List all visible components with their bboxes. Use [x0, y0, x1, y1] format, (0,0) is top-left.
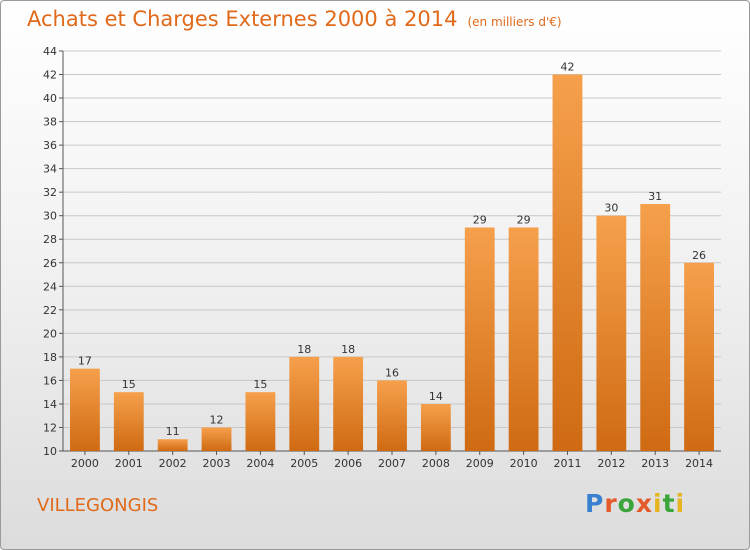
x-tick-label: 2010 [510, 457, 538, 470]
bar-2009 [464, 227, 495, 451]
bar-2012 [596, 215, 627, 451]
x-tick-label: 2008 [422, 457, 450, 470]
data-label: 17 [78, 355, 92, 368]
x-tick-label: 2011 [553, 457, 581, 470]
data-label: 42 [560, 61, 574, 74]
y-tick-label: 40 [43, 92, 57, 105]
bar-2002 [157, 439, 188, 451]
data-label: 12 [210, 413, 224, 426]
data-label: 18 [341, 343, 355, 356]
x-tick-label: 2009 [466, 457, 494, 470]
proxiti-logo: Proxiti [585, 489, 686, 518]
y-tick-label: 34 [43, 163, 57, 176]
labels: 17 2000 15 2001 11 2002 12 2003 15 2004 18 2005 18 20… [71, 61, 713, 470]
x-tick-label: 2007 [378, 457, 406, 470]
y-tick-label: 24 [43, 280, 57, 293]
data-label: 14 [429, 390, 443, 403]
y-tick-label: 18 [43, 351, 57, 364]
y-tick-label: 26 [43, 257, 57, 270]
x-tick-label: 2000 [71, 457, 99, 470]
y-tick-label: 30 [43, 210, 57, 223]
y-tick-label: 10 [43, 445, 57, 458]
data-label: 31 [648, 190, 662, 203]
x-tick-label: 2006 [334, 457, 362, 470]
y-tick-label: 20 [43, 327, 57, 340]
x-tick-label: 2004 [246, 457, 274, 470]
data-label: 29 [473, 213, 487, 226]
y-tick-label: 28 [43, 233, 57, 246]
chart-title-block: Achats et Charges Externes 2000 à 2014 (e… [27, 7, 562, 31]
y-tick-label: 12 [43, 421, 57, 434]
chart-title: Achats et Charges Externes 2000 à 2014 [27, 7, 458, 31]
y-tick-label: 14 [43, 398, 57, 411]
bar-2007 [377, 380, 407, 451]
bar-2000 [70, 368, 100, 451]
commune-name: VILLEGONGIS [37, 495, 159, 516]
y-tick-label: 16 [43, 374, 57, 387]
data-label: 30 [604, 202, 618, 215]
x-tick-label: 2014 [685, 457, 713, 470]
y-tick-label: 44 [43, 45, 57, 58]
data-label: 26 [692, 249, 706, 262]
bar-2011 [552, 74, 583, 451]
data-label: 18 [297, 343, 311, 356]
data-label: 11 [166, 425, 180, 438]
x-tick-label: 2001 [115, 457, 143, 470]
x-tick-label: 2012 [597, 457, 625, 470]
bar-2014 [684, 262, 714, 451]
x-tick-label: 2002 [159, 457, 187, 470]
data-label: 29 [517, 213, 531, 226]
data-label: 15 [122, 378, 136, 391]
y-tick-label: 22 [43, 304, 57, 317]
bars [70, 74, 714, 451]
y-tick-label: 38 [43, 116, 57, 129]
bar-2013 [640, 203, 671, 451]
x-tick-label: 2005 [290, 457, 318, 470]
data-label: 16 [385, 366, 399, 379]
data-label: 15 [253, 378, 267, 391]
bar-2005 [289, 356, 320, 451]
bar-2004 [245, 392, 276, 451]
bar-2003 [201, 427, 232, 451]
y-tick-label: 36 [43, 139, 57, 152]
bar-2001 [113, 392, 144, 451]
y-tick-label: 42 [43, 69, 57, 82]
x-tick-label: 2013 [641, 457, 669, 470]
y-tick-label: 32 [43, 186, 57, 199]
bar-2010 [508, 227, 539, 451]
bar-2008 [420, 403, 451, 451]
x-tick-label: 2003 [203, 457, 231, 470]
chart-unit: (en milliers d'€) [467, 15, 562, 29]
bar-2006 [333, 356, 364, 451]
